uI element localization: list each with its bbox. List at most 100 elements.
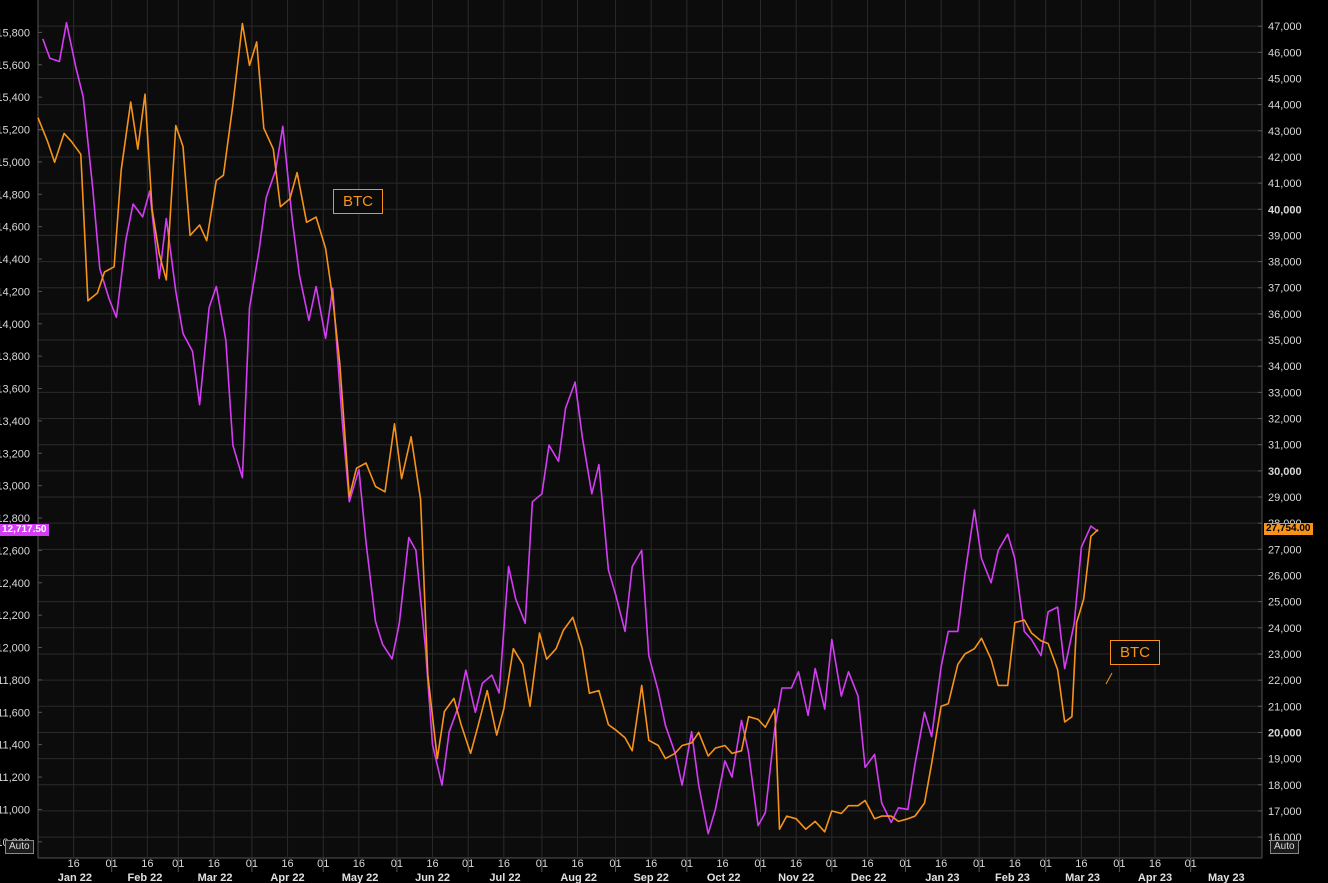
- left-axis: 10,80011,00011,20011,40011,60011,80012,0…: [0, 27, 42, 849]
- x-month-label: May 22: [342, 872, 379, 883]
- plot-area: [38, 0, 1262, 858]
- left-tick-label: 13,000: [0, 481, 30, 493]
- left-tick-label: 15,400: [0, 92, 30, 104]
- x-month-label: Apr 22: [270, 872, 304, 883]
- btc-series-line: [37, 22, 1099, 833]
- grid-lines: [37, 0, 1263, 859]
- btc-label-lower: BTC: [1110, 640, 1160, 665]
- left-tick-label: 14,400: [0, 254, 30, 266]
- right-tick-label: 42,000: [1268, 152, 1302, 164]
- x-month-label: Oct 22: [707, 872, 741, 883]
- right-tick-label: 33,000: [1268, 387, 1302, 399]
- right-tick-label: 36,000: [1268, 309, 1302, 321]
- left-tick-label: 14,600: [0, 222, 30, 234]
- right-tick-label: 38,000: [1268, 257, 1302, 269]
- x-month-label: Jun 22: [415, 872, 450, 883]
- right-tick-label: 24,000: [1268, 623, 1302, 635]
- series-lines: [37, 21, 1099, 835]
- right-tick-label: 25,000: [1268, 597, 1302, 609]
- x-day-label: 16: [716, 858, 728, 870]
- left-tick-label: 12,000: [0, 643, 30, 655]
- x-day-label: 16: [281, 858, 293, 870]
- right-tick-label: 23,000: [1268, 649, 1302, 661]
- btc-label-upper: BTC: [333, 189, 383, 214]
- x-month-label: Dec 22: [851, 872, 886, 883]
- left-series-line: [42, 21, 1099, 835]
- right-tick-label: 43,000: [1268, 126, 1302, 138]
- x-day-label: 16: [426, 858, 438, 870]
- x-month-label: Mar 22: [198, 872, 233, 883]
- right-tick-label: 18,000: [1268, 780, 1302, 792]
- left-tick-label: 11,800: [0, 675, 30, 687]
- x-day-label: 16: [861, 858, 873, 870]
- left-tick-label: 14,200: [0, 286, 30, 298]
- x-day-label: 16: [790, 858, 802, 870]
- left-tick-label: 11,000: [0, 804, 30, 816]
- left-last-value-tag: 12,717.50: [0, 524, 49, 537]
- right-tick-label: 27,000: [1268, 544, 1302, 556]
- x-month-label: Aug 22: [560, 872, 597, 883]
- x-day-label: 16: [645, 858, 657, 870]
- x-day-label: 16: [1075, 858, 1087, 870]
- x-month-label: Jan 22: [58, 872, 92, 883]
- left-tick-label: 14,800: [0, 189, 30, 201]
- right-tick-label: 37,000: [1268, 283, 1302, 295]
- right-last-value-tag: 27,754.00: [1264, 522, 1313, 535]
- right-tick-label: 47,000: [1268, 21, 1302, 33]
- right-tick-label: 21,000: [1268, 701, 1302, 713]
- left-tick-label: 13,800: [0, 351, 30, 363]
- right-tick-label: 45,000: [1268, 73, 1302, 85]
- left-tick-label: 12,400: [0, 578, 30, 590]
- right-tick-label: 20,000: [1268, 727, 1302, 739]
- x-month-label: Sep 22: [633, 872, 668, 883]
- x-day-label: 16: [935, 858, 947, 870]
- x-day-label: 16: [1149, 858, 1161, 870]
- left-tick-label: 15,600: [0, 60, 30, 72]
- left-tick-label: 14,000: [0, 319, 30, 331]
- x-day-label: 16: [141, 858, 153, 870]
- left-tick-label: 12,200: [0, 610, 30, 622]
- x-month-label: Mar 23: [1065, 872, 1100, 883]
- x-day-label: 16: [498, 858, 510, 870]
- right-tick-label: 17,000: [1268, 806, 1302, 818]
- right-tick-label: 22,000: [1268, 675, 1302, 687]
- x-month-label: Jul 22: [489, 872, 520, 883]
- left-tick-label: 11,400: [0, 740, 30, 752]
- x-month-label: Jan 23: [925, 872, 959, 883]
- x-month-label: Feb 22: [128, 872, 163, 883]
- right-auto-scale-button[interactable]: Auto: [1270, 840, 1299, 854]
- right-tick-label: 44,000: [1268, 100, 1302, 112]
- right-tick-label: 39,000: [1268, 230, 1302, 242]
- x-month-label: Apr 23: [1138, 872, 1172, 883]
- right-tick-label: 35,000: [1268, 335, 1302, 347]
- right-tick-label: 30,000: [1268, 466, 1302, 478]
- x-day-label: 16: [68, 858, 80, 870]
- x-month-label: May 23: [1208, 872, 1245, 883]
- x-month-label: Feb 23: [995, 872, 1030, 883]
- btc-label-pointer: [1105, 672, 1113, 685]
- right-tick-label: 31,000: [1268, 440, 1302, 452]
- right-tick-label: 32,000: [1268, 414, 1302, 426]
- left-tick-label: 12,600: [0, 545, 30, 557]
- right-tick-label: 26,000: [1268, 570, 1302, 582]
- right-tick-label: 46,000: [1268, 47, 1302, 59]
- left-tick-label: 11,200: [0, 772, 30, 784]
- left-tick-label: 12,800: [0, 513, 30, 525]
- left-tick-label: 13,200: [0, 448, 30, 460]
- x-day-label: 16: [1009, 858, 1021, 870]
- x-month-label: Nov 22: [778, 872, 814, 883]
- left-tick-label: 15,800: [0, 27, 30, 39]
- x-day-label: 16: [208, 858, 220, 870]
- left-tick-label: 11,600: [0, 707, 30, 719]
- left-tick-label: 13,600: [0, 384, 30, 396]
- right-tick-label: 29,000: [1268, 492, 1302, 504]
- x-day-label: 16: [353, 858, 365, 870]
- left-tick-label: 13,400: [0, 416, 30, 428]
- right-tick-label: 34,000: [1268, 361, 1302, 373]
- x-day-label: 16: [571, 858, 583, 870]
- right-tick-label: 40,000: [1268, 204, 1302, 216]
- left-tick-label: 15,200: [0, 125, 30, 137]
- left-auto-scale-button[interactable]: Auto: [5, 840, 34, 854]
